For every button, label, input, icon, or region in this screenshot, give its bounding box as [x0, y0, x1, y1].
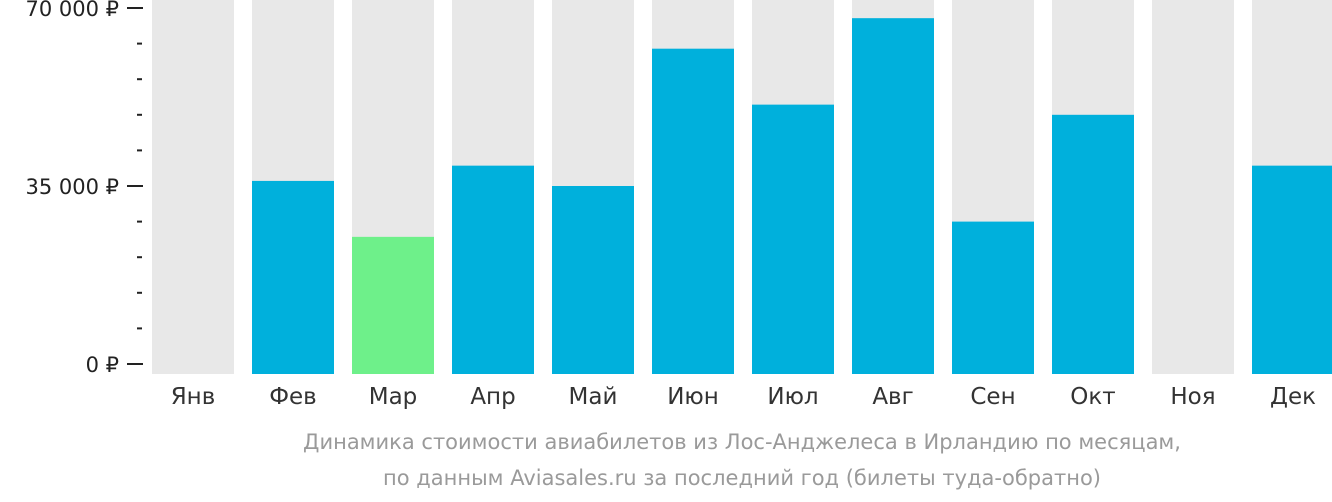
bar-7[interactable]: [752, 104, 834, 374]
x-tick-label: Янв: [171, 384, 216, 410]
x-tick-label: Июн: [667, 384, 719, 410]
x-axis-labels: Янв Фев Мар Апр Май Июн Июл Авг Сен Окт Ноя Дек: [171, 384, 1316, 410]
bar-6[interactable]: [652, 48, 734, 374]
x-tick-label: Фев: [269, 384, 317, 410]
bar-9[interactable]: [952, 221, 1034, 374]
x-tick-label: Мар: [369, 384, 418, 410]
chart-caption-line-1: Динамика стоимости авиабилетов из Лос-Ан…: [303, 430, 1181, 454]
bar-10[interactable]: [1052, 114, 1134, 375]
x-tick-label: Июл: [767, 384, 818, 410]
bar-2[interactable]: [252, 180, 334, 374]
background-column: [1152, 0, 1234, 374]
y-axis: 0 ₽ 35 000 ₽ 70 000 ₽: [25, 0, 143, 377]
bar-3[interactable]: [352, 236, 434, 374]
bar-8[interactable]: [852, 18, 934, 375]
y-tick-label: 70 000 ₽: [25, 0, 119, 21]
y-tick-label: 0 ₽: [86, 353, 119, 377]
x-tick-label: Авг: [872, 384, 913, 410]
x-tick-label: Май: [569, 384, 618, 410]
x-tick-label: Апр: [470, 384, 515, 410]
y-tick-label: 35 000 ₽: [25, 175, 119, 199]
x-tick-label: Окт: [1070, 384, 1115, 410]
chart-caption-line-2: по данным Aviasales.ru за последний год …: [383, 466, 1101, 490]
bar-5[interactable]: [552, 186, 634, 374]
price-bar-chart: 0 ₽ 35 000 ₽ 70 000 ₽ Янв Фев Мар Апр Май Июн Ию…: [25, 0, 1332, 410]
background-column: [152, 0, 234, 374]
x-tick-label: Сен: [970, 384, 1015, 410]
bar-4[interactable]: [452, 165, 534, 374]
bar-12[interactable]: [1252, 165, 1332, 374]
bars: [252, 18, 1332, 375]
x-tick-label: Дек: [1270, 384, 1316, 410]
x-tick-label: Ноя: [1170, 384, 1215, 410]
